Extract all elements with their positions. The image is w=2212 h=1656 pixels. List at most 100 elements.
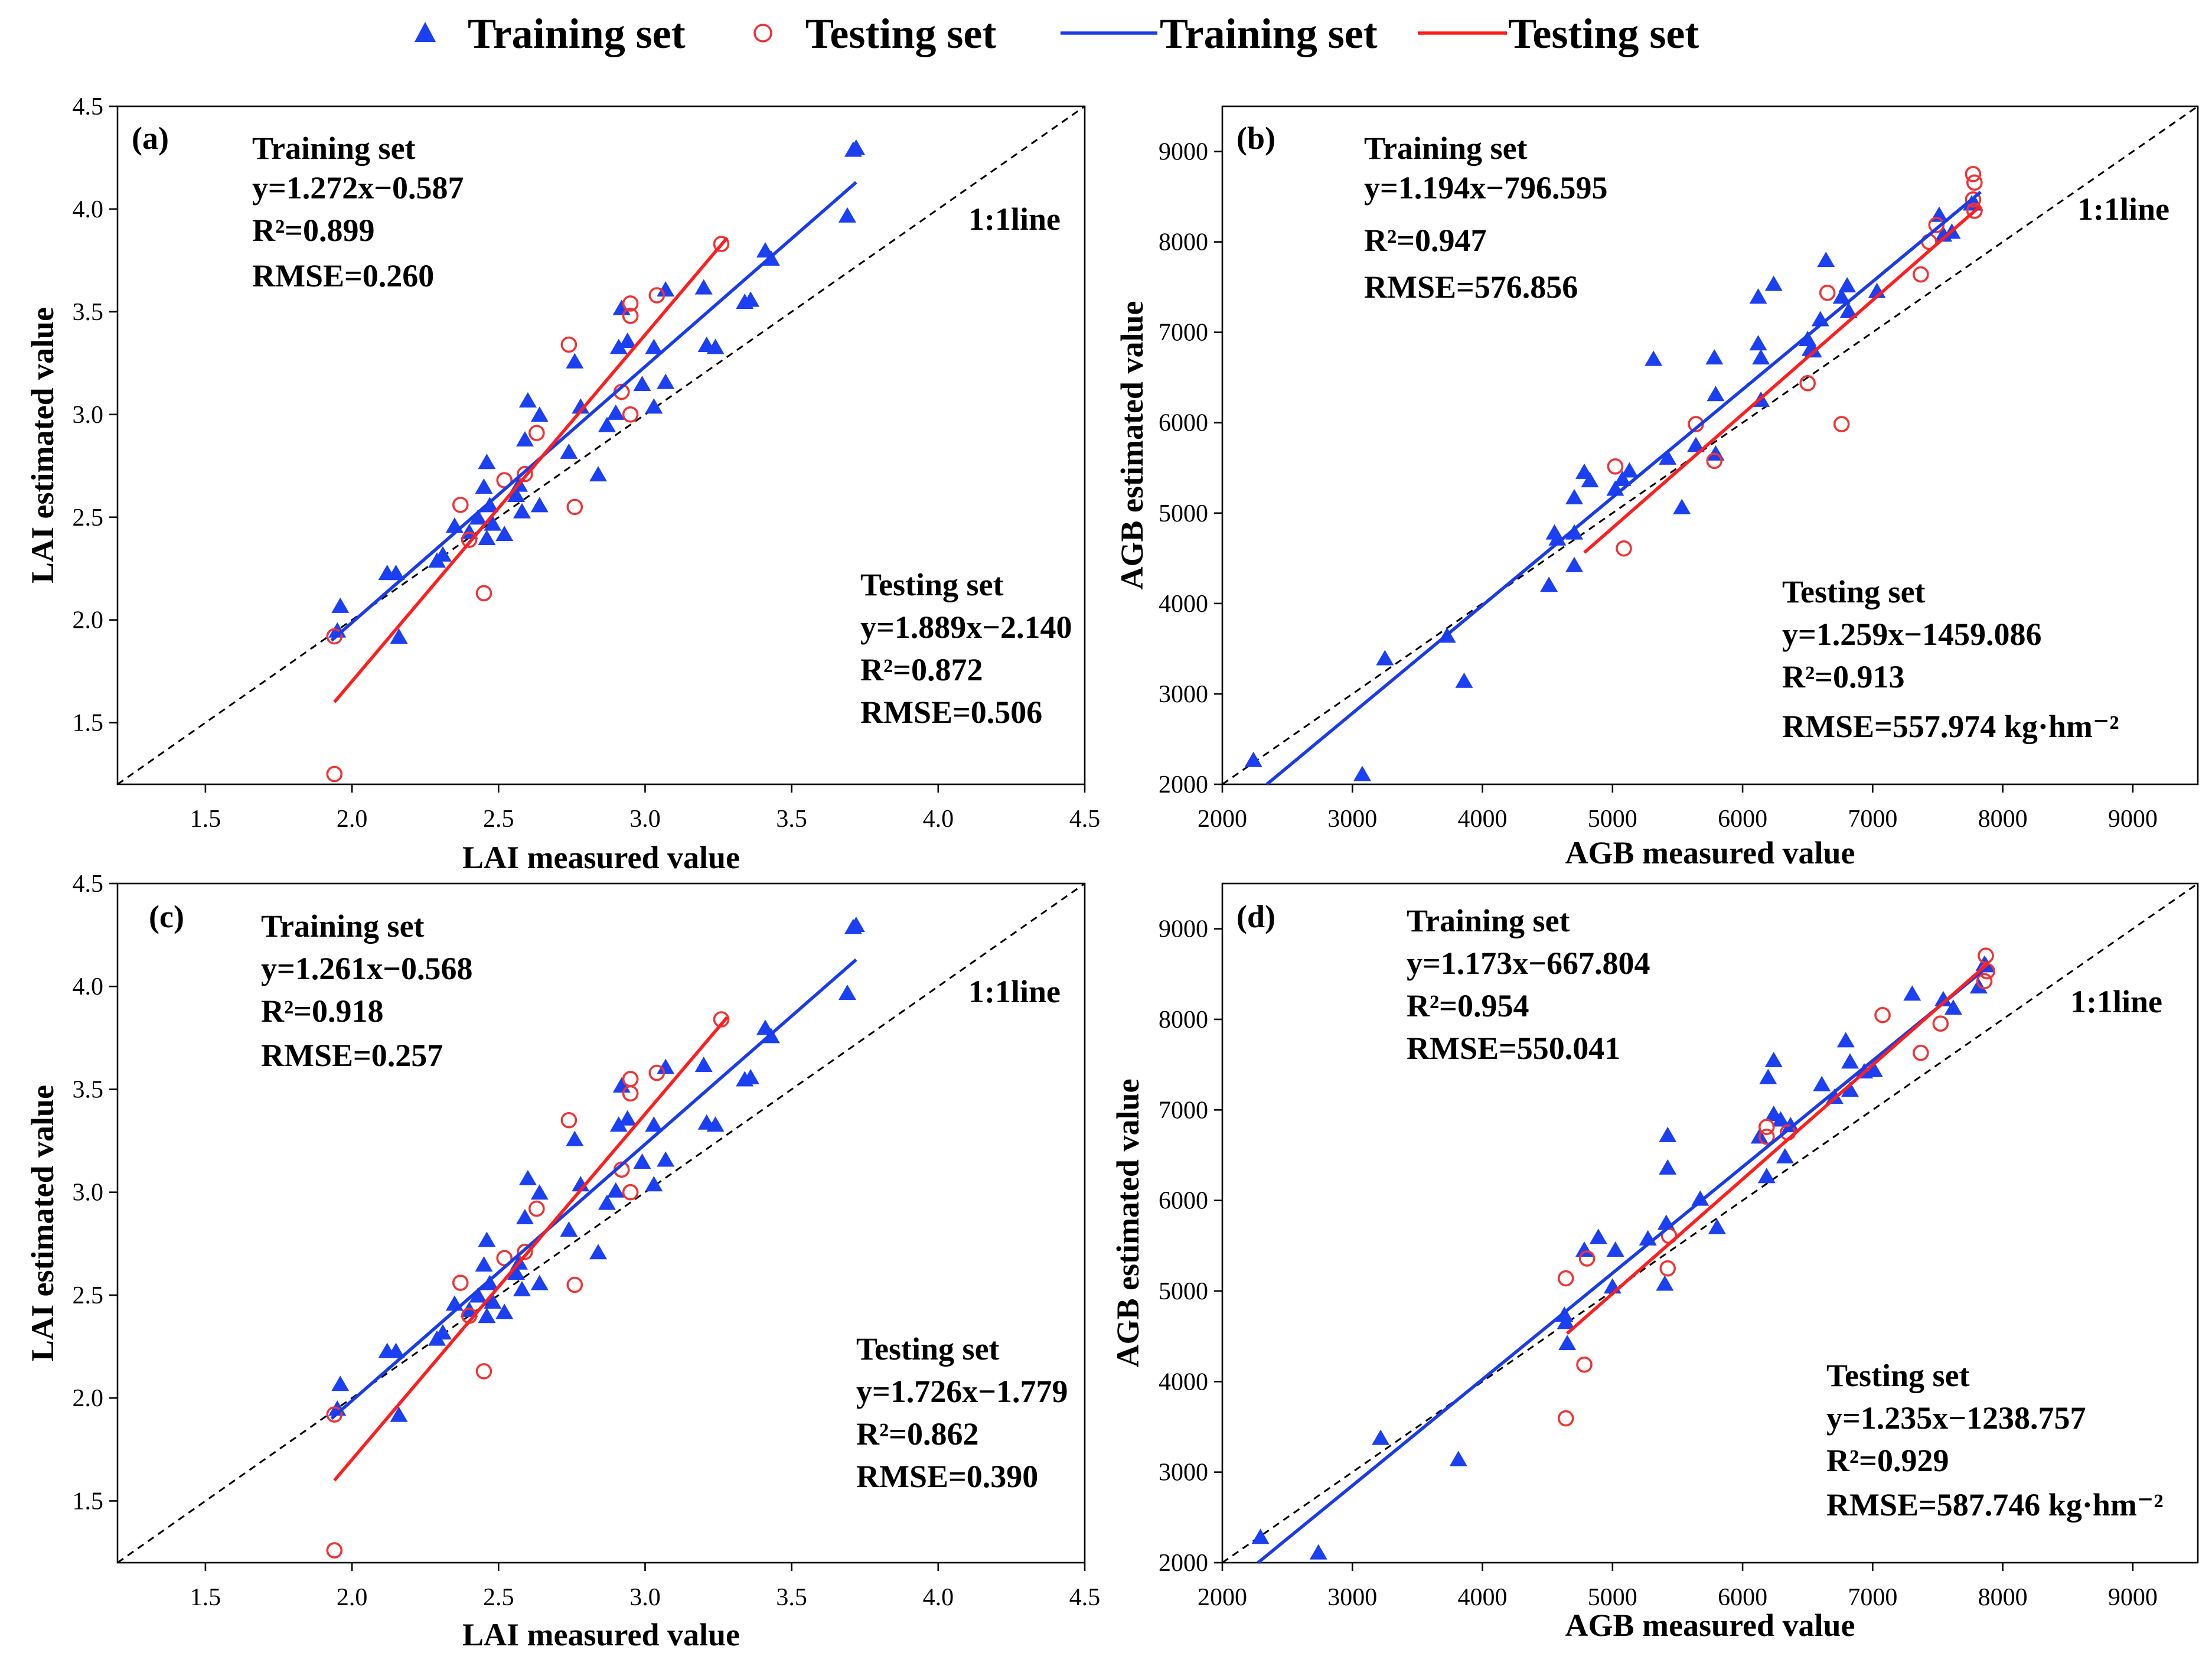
testing-point: [622, 1184, 639, 1201]
testing-point: [622, 406, 639, 423]
training-point: [606, 404, 625, 420]
one-to-one-line-label: 1:1line: [2077, 191, 2169, 227]
training-point: [572, 398, 590, 414]
training-point: [657, 1058, 675, 1074]
testing-fit-line: [1565, 961, 1990, 1335]
y-tick-label: 9000: [1159, 139, 1208, 166]
testing-point: [1557, 1410, 1574, 1427]
training-point: [518, 1169, 537, 1185]
training-point: [1691, 1190, 1709, 1206]
training-point: [478, 530, 496, 546]
testing-point: [326, 628, 343, 645]
one-to-one-line: [117, 882, 1085, 1564]
training-point: [495, 1303, 514, 1319]
training-point: [1620, 462, 1639, 478]
training-point: [1686, 436, 1705, 452]
training-point: [560, 443, 578, 459]
testing-point: [326, 1542, 343, 1559]
training-point: [742, 1069, 760, 1085]
testing-point: [528, 1200, 545, 1217]
training-point: [478, 1308, 496, 1324]
training-point: [618, 332, 637, 348]
testing-point: [1978, 947, 1994, 964]
training-point: [469, 1287, 487, 1303]
testing-point: [517, 465, 533, 483]
y-tick-label: 8000: [1159, 1006, 1208, 1034]
panels: 1.5 2.0 2.5 3.0 3.5 4.0 4.5 1.5 2.0 2.5 3.0 3.5 4.0 4…: [25, 93, 2199, 1652]
testing-point: [1913, 1044, 1929, 1061]
training-point: [645, 1176, 663, 1192]
testing-point: [648, 287, 665, 304]
training-point: [1376, 650, 1394, 666]
training-point: [1673, 498, 1691, 514]
testing-point: [713, 236, 730, 252]
panel-label: (b): [1236, 120, 1275, 156]
training-point: [1839, 302, 1858, 318]
training-point: [1659, 449, 1677, 465]
testing-point: [622, 308, 639, 324]
plot-frame: [116, 105, 1086, 785]
one-to-one-line-label: 1:1line: [968, 201, 1061, 237]
training-point: [1606, 1241, 1624, 1257]
x-tick-label: 2000: [1198, 806, 1247, 833]
training-point: [331, 1375, 350, 1391]
training-point: [1804, 342, 1822, 358]
training-point: [481, 1274, 499, 1290]
panel-label: (a): [132, 120, 169, 156]
training-point: [838, 207, 856, 223]
legend: Training set Testing set Training set Te…: [415, 10, 1699, 57]
x-axis-label: LAI measured value: [462, 840, 740, 875]
testing-stats-rmse: RMSE=587.746 kg·hm⁻²: [1826, 1487, 2164, 1523]
panel-a: 1.5 2.0 2.5 3.0 3.5 4.0 4.5 1.5 2.0 2.5 3.0 3.5 4.0 4…: [25, 93, 1100, 875]
training-point: [1832, 288, 1851, 304]
testing-point: [326, 1406, 343, 1423]
x-tick-label: 3.0: [629, 806, 661, 833]
testing-point: [1976, 973, 1993, 990]
testing-fit-line: [333, 1016, 729, 1482]
training-point: [1565, 488, 1584, 504]
training-point: [618, 1110, 637, 1126]
x-tick-label: 2.0: [337, 1584, 368, 1611]
y-tick-label: 1.5: [73, 710, 104, 737]
y-tick-label: 5000: [1159, 500, 1208, 527]
y-tick-label: 6000: [1159, 1188, 1208, 1215]
training-point: [1865, 1061, 1883, 1077]
y-axis-label: AGB estimated value: [1110, 1079, 1146, 1368]
training-point: [390, 1406, 408, 1422]
training-stats-equation: y=1.173x−667.804: [1407, 946, 1650, 981]
training-point: [387, 565, 405, 581]
x-tick-label: 2000: [1198, 1584, 1247, 1611]
x-axis-label: AGB measured value: [1565, 1608, 1855, 1643]
training-point: [1838, 277, 1857, 293]
testing-stats-title: Testing set: [1826, 1358, 1970, 1393]
training-point: [530, 406, 549, 422]
x-tick-label: 2.5: [483, 1584, 514, 1611]
training-stats-title: Training set: [252, 131, 416, 166]
plot-frame: [116, 882, 1086, 1564]
testing-point: [475, 1363, 492, 1380]
legend-training-point-marker: [415, 22, 436, 42]
y-tick-label: 3000: [1159, 681, 1208, 708]
testing-point: [1928, 217, 1945, 233]
training-point: [694, 1057, 713, 1073]
x-tick-label: 3000: [1327, 806, 1377, 833]
testing-point: [1932, 1015, 1949, 1032]
training-point: [838, 985, 856, 1000]
training-point: [598, 1194, 616, 1210]
testing-point: [1913, 266, 1929, 283]
training-point: [469, 509, 487, 525]
x-tick-label: 4000: [1458, 806, 1508, 833]
training-point: [1782, 1117, 1800, 1133]
training-point: [507, 486, 526, 502]
x-tick-label: 1.5: [190, 806, 221, 833]
x-tick-label: 8000: [1978, 806, 2028, 833]
testing-point: [560, 336, 578, 353]
training-point: [706, 338, 725, 354]
y-tick-label: 2.0: [73, 1385, 104, 1412]
testing-point: [1966, 174, 1983, 191]
training-point: [1244, 751, 1262, 767]
training-point: [1575, 1241, 1594, 1257]
testing-point: [622, 295, 639, 312]
y-tick-label: 3.5: [73, 1076, 104, 1103]
y-tick-label: 4.5: [73, 93, 104, 120]
